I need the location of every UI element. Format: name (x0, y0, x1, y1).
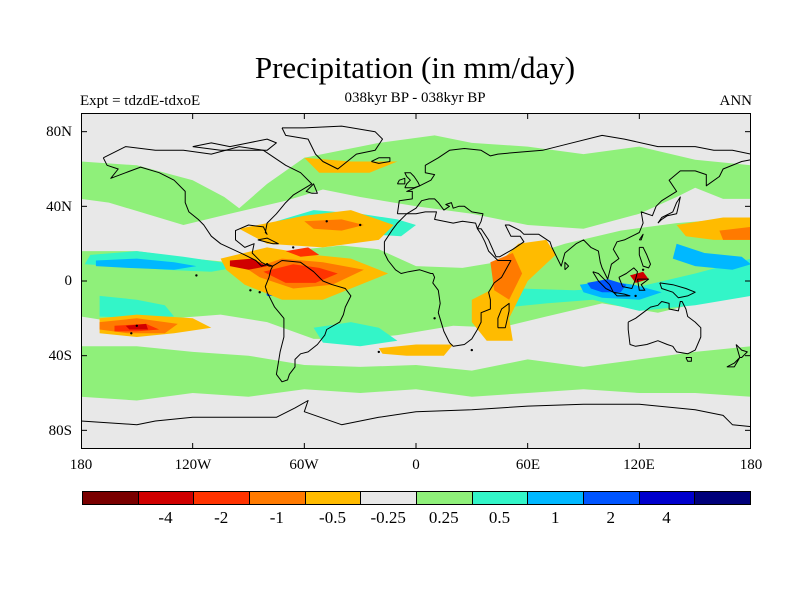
world-map (81, 113, 751, 449)
coastline (735, 344, 748, 358)
contour-region (509, 258, 751, 311)
colorbar-label: 0.25 (428, 508, 459, 527)
coastline (497, 302, 510, 329)
lon-label-120w: 120W (174, 457, 212, 473)
contour-region (263, 264, 338, 283)
colorbar-swatch (304, 491, 362, 505)
colorbar-swatch (193, 491, 250, 505)
contour-region (81, 135, 751, 229)
colorbar-swatch (583, 491, 640, 505)
lat-label-80n: 80N (46, 124, 72, 140)
grid-marker-dot (634, 294, 637, 298)
grid-marker-dot (377, 350, 380, 354)
coastline (638, 233, 644, 241)
coastline (618, 267, 638, 289)
colorbar (82, 491, 751, 505)
lon-label-0: 0 (412, 457, 420, 473)
lat-label-80s: 80S (48, 423, 72, 439)
colorbar-label: 4 (662, 508, 671, 527)
coastline (627, 301, 702, 355)
contour-region (490, 253, 523, 300)
season-label: ANN (719, 93, 753, 109)
coastline (612, 291, 631, 297)
lat-label-40n: 40N (46, 199, 72, 215)
coastline (726, 357, 741, 368)
colorbar-swatch (360, 491, 417, 505)
grid-marker-dot (292, 246, 295, 249)
contour-region (285, 247, 320, 257)
coastline (81, 400, 751, 428)
coastline (281, 125, 383, 170)
colorbar-label: -0.5 (319, 508, 346, 527)
coastline (685, 357, 692, 362)
coastline (637, 278, 650, 291)
coastline (102, 146, 313, 267)
contour-region (99, 295, 175, 319)
grid-marker-dot (249, 289, 252, 292)
coastline (192, 138, 277, 151)
coastline (404, 172, 421, 189)
contour-region (378, 344, 454, 356)
coastline (659, 282, 696, 299)
coastline (383, 211, 512, 347)
grid-marker-dot (195, 274, 198, 277)
contour-region (719, 226, 751, 240)
colorbar-label: -0.25 (370, 508, 406, 527)
coastline (396, 177, 406, 185)
coastline (305, 183, 318, 194)
contour-region (304, 157, 398, 173)
contour-region (313, 322, 398, 347)
contour-region (81, 217, 751, 339)
coastline (396, 134, 751, 280)
lon-label-120e: 120E (623, 457, 655, 473)
contour-region (81, 346, 751, 401)
colorbar-label: 2 (606, 508, 616, 527)
contour-region (672, 243, 751, 270)
coastline (371, 157, 391, 164)
grid-marker-dot (359, 223, 362, 227)
colorbar-label: -1 (269, 508, 284, 527)
coastline (657, 196, 681, 224)
lon-label-60e: 60E (515, 457, 541, 473)
colorbar-swatch (137, 491, 195, 505)
contour-region (95, 258, 197, 270)
grid-marker-dot (258, 291, 261, 294)
grid-marker-dot (641, 268, 645, 271)
colorbar-swatch (249, 491, 306, 505)
plot-title: Precipitation (in mm/day) (254, 50, 576, 85)
colorbar-swatch (694, 491, 751, 505)
lat-label-eq: 0 (64, 273, 73, 289)
colorbar-label: -4 (158, 508, 173, 527)
lat-label-40s: 40S (48, 348, 72, 364)
coastline (564, 261, 570, 271)
contour-region (587, 279, 627, 293)
lon-label-180e: 180 (739, 457, 763, 473)
map-border (81, 113, 751, 449)
colorbar-swatch (527, 491, 584, 505)
lon-label-60w: 60W (289, 457, 319, 473)
colorbar-label: 1 (550, 508, 560, 527)
contour-region (229, 258, 268, 270)
grid-marker-dot (470, 348, 473, 352)
coastline (264, 260, 352, 383)
colorbar-label: -2 (214, 508, 229, 527)
plot-subtitle: 038kyr BP - 038kyr BP (344, 90, 486, 106)
grid-marker-dot (325, 220, 328, 223)
grid-marker-dot (135, 324, 138, 327)
colorbar-swatch (638, 491, 696, 505)
experiment-label: Expt = tdzdE-tdxoE (80, 93, 201, 109)
colorbar-label: 0.5 (488, 508, 511, 527)
contour-region (304, 219, 364, 231)
contour-region (630, 271, 649, 283)
map-frame (81, 113, 751, 449)
colorbar-swatch (416, 491, 473, 505)
colorbar-swatch (471, 491, 529, 505)
coastline (257, 237, 279, 245)
colorbar-swatch (82, 491, 139, 505)
grid-marker-dot (433, 317, 436, 320)
grid-marker-dot (130, 332, 133, 335)
grid-marker-dot (265, 263, 269, 266)
coastline (638, 246, 651, 269)
lon-label-180w: 180 (69, 457, 93, 473)
